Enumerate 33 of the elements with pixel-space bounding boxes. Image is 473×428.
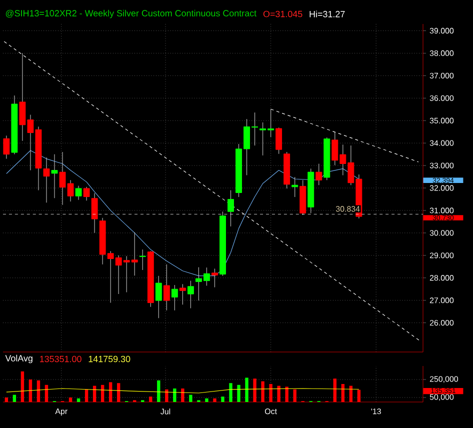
chart-title: VolAvg [5,354,32,364]
bar [205,398,208,402]
candlestick [83,186,90,201]
candlestick [3,135,10,160]
candlestick [155,276,162,318]
bar [237,384,240,402]
candlestick [75,185,82,200]
candlestick [91,192,98,234]
candlestick [228,190,234,227]
bar [173,388,176,402]
candlestick [187,280,194,308]
candlestick [139,249,146,270]
candlestick [292,176,298,198]
candlestick [179,284,186,305]
candlestick [163,264,170,311]
text: Hi=31.27 [310,10,345,18]
candlestick [211,268,218,288]
bar [189,394,192,402]
candlestick [276,127,282,154]
bar [221,396,224,402]
bar [229,383,232,402]
text: O=31.045 [263,10,302,18]
candlestick [43,157,50,203]
bar [245,378,248,402]
bar [12,394,16,402]
candlestick [171,284,178,311]
text: 141759.30 [88,356,130,362]
candlestick [316,163,322,186]
bar [157,380,160,402]
chart-title: @SIH13=102XR2 - Weekly Silver Custom Continuous Contract [6,10,256,18]
text: 135351.00 [40,356,82,362]
bar [76,398,80,402]
candlestick [51,154,58,198]
